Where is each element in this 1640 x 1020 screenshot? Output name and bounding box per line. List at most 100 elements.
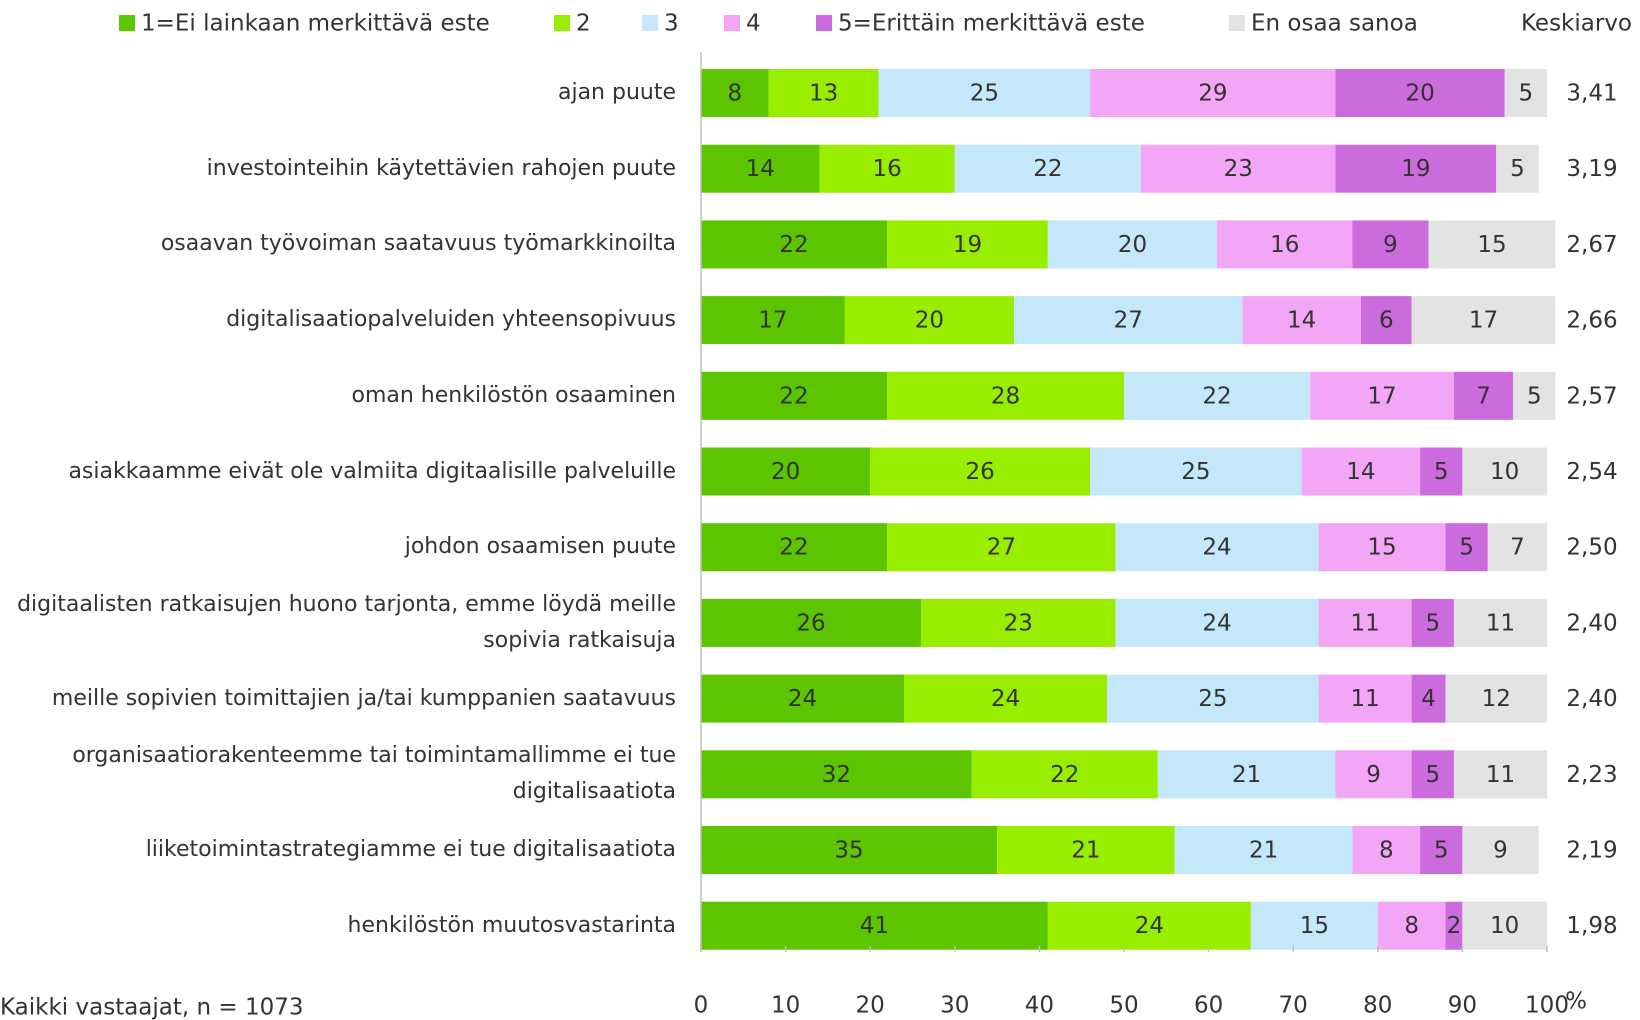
bar-segment	[887, 371, 1124, 420]
bar-value-label: 9	[1366, 762, 1381, 788]
bar-segment	[1014, 296, 1243, 345]
bar-value-label: 5	[1434, 838, 1449, 864]
bar-value-label: 2	[1447, 913, 1462, 939]
bar-value-label: 9	[1383, 232, 1398, 258]
legend-swatch	[554, 15, 570, 31]
bar-segment	[1420, 826, 1463, 874]
category-label: asiakkaamme eivät ole valmiita digitaali…	[68, 458, 676, 484]
bar-value-label: 29	[1198, 81, 1227, 107]
bar-value-label: 26	[796, 610, 825, 636]
bar-segment	[701, 826, 998, 874]
bar-segment	[1496, 144, 1539, 193]
bar-value-label: 22	[1033, 156, 1062, 182]
bar-segment	[920, 598, 1116, 647]
bar-segment	[1411, 674, 1446, 723]
bar-segment	[1140, 144, 1336, 193]
bar-value-label: 14	[1346, 459, 1375, 485]
bar-segment	[1513, 371, 1556, 420]
category-label: osaavan työvoiman saatavuus työmarkkinoi…	[160, 231, 676, 257]
bar-segment	[1335, 144, 1497, 193]
mean-value: 2,40	[1566, 686, 1617, 712]
bar-value-label: 25	[1181, 459, 1210, 485]
bar-value-label: 20	[1405, 81, 1434, 107]
bar-segment	[1462, 447, 1547, 496]
legend-label: 3	[664, 11, 679, 37]
bar-value-label: 10	[1490, 913, 1519, 939]
bar-segment	[701, 901, 1048, 950]
legend-swatch	[642, 15, 658, 31]
bar-value-label: 27	[1114, 308, 1143, 334]
category-label: ajan puute	[557, 80, 676, 105]
bar-segment	[1090, 69, 1336, 117]
mean-value: 2,23	[1566, 762, 1617, 788]
bar-value-label: 5	[1459, 535, 1474, 561]
bar-value-label: 16	[1270, 232, 1299, 258]
bar-segment	[701, 598, 921, 647]
bar-segment	[1352, 826, 1421, 874]
bar-value-label: 15	[1367, 535, 1396, 561]
bar-segment	[1445, 901, 1463, 950]
bar-value-label: 25	[1198, 686, 1227, 712]
mean-value: 3,41	[1566, 81, 1617, 107]
bar-segment	[1445, 523, 1488, 572]
x-tick-label: 40	[1025, 993, 1054, 1019]
bar-value-label: 22	[1050, 762, 1079, 788]
bar-segment	[1504, 69, 1547, 117]
bar-value-label: 19	[953, 232, 982, 258]
bar-value-label: 12	[1482, 686, 1511, 712]
bar-segment	[1335, 69, 1505, 117]
bar-segment	[1453, 598, 1547, 647]
mean-value: 2,67	[1566, 232, 1617, 258]
bar-value-label: 8	[1404, 913, 1419, 939]
x-tick-label: 50	[1109, 993, 1138, 1019]
bar-segment	[878, 69, 1091, 117]
bar-segment	[1115, 523, 1319, 572]
bar-segment	[1157, 750, 1336, 799]
bar-value-label: 14	[746, 156, 775, 182]
bar-segment	[1352, 220, 1429, 269]
legend-swatch	[816, 15, 832, 31]
x-tick-label: 0	[694, 993, 709, 1019]
mean-value: 1,98	[1566, 913, 1617, 939]
bar-segment	[701, 674, 905, 723]
category-label: johdon osaamisen puute	[404, 534, 676, 560]
bar-segment	[701, 750, 972, 799]
bar-segment	[1428, 220, 1556, 269]
bar-segment	[1487, 523, 1547, 572]
bar-value-label: 22	[779, 383, 808, 409]
bar-segment	[1047, 220, 1218, 269]
bar-value-label: 5	[1425, 762, 1440, 788]
bar-segment	[954, 144, 1141, 193]
bar-value-label: 23	[1224, 156, 1253, 182]
bar-value-label: 5	[1434, 459, 1449, 485]
bar-segment	[1090, 447, 1302, 496]
bar-segment	[1445, 674, 1547, 723]
bar-segment	[1124, 371, 1311, 420]
category-label: meille sopivien toimittajien ja/tai kump…	[51, 685, 676, 711]
bar-value-label: 24	[1202, 610, 1231, 636]
category-label: digitaalisten ratkaisujen huono tarjonta…	[17, 591, 676, 653]
bar-segment	[1242, 296, 1361, 345]
bar-value-label: 11	[1486, 610, 1515, 636]
bar-value-label: 22	[779, 232, 808, 258]
bar-value-label: 11	[1486, 762, 1515, 788]
bar-segment	[1420, 447, 1463, 496]
legend-swatch	[724, 15, 740, 31]
bar-segment	[887, 220, 1048, 269]
bar-segment	[1377, 901, 1446, 950]
x-tick-label: 70	[1279, 993, 1308, 1019]
bar-segment	[701, 447, 871, 496]
category-label: oman henkilöstön osaaminen	[351, 382, 677, 408]
bar-value-label: 25	[970, 81, 999, 107]
bar-value-label: 21	[1071, 838, 1100, 864]
legend-label: 2	[576, 11, 591, 37]
legend-label: 4	[746, 11, 761, 37]
bar-segment	[1250, 901, 1378, 950]
bar-value-label: 7	[1476, 383, 1491, 409]
x-tick-label: 100	[1525, 993, 1569, 1019]
bar-segment	[904, 674, 1108, 723]
bar-value-label: 11	[1350, 610, 1379, 636]
mean-value: 2,50	[1566, 535, 1617, 561]
bar-value-label: 5	[1510, 156, 1525, 182]
